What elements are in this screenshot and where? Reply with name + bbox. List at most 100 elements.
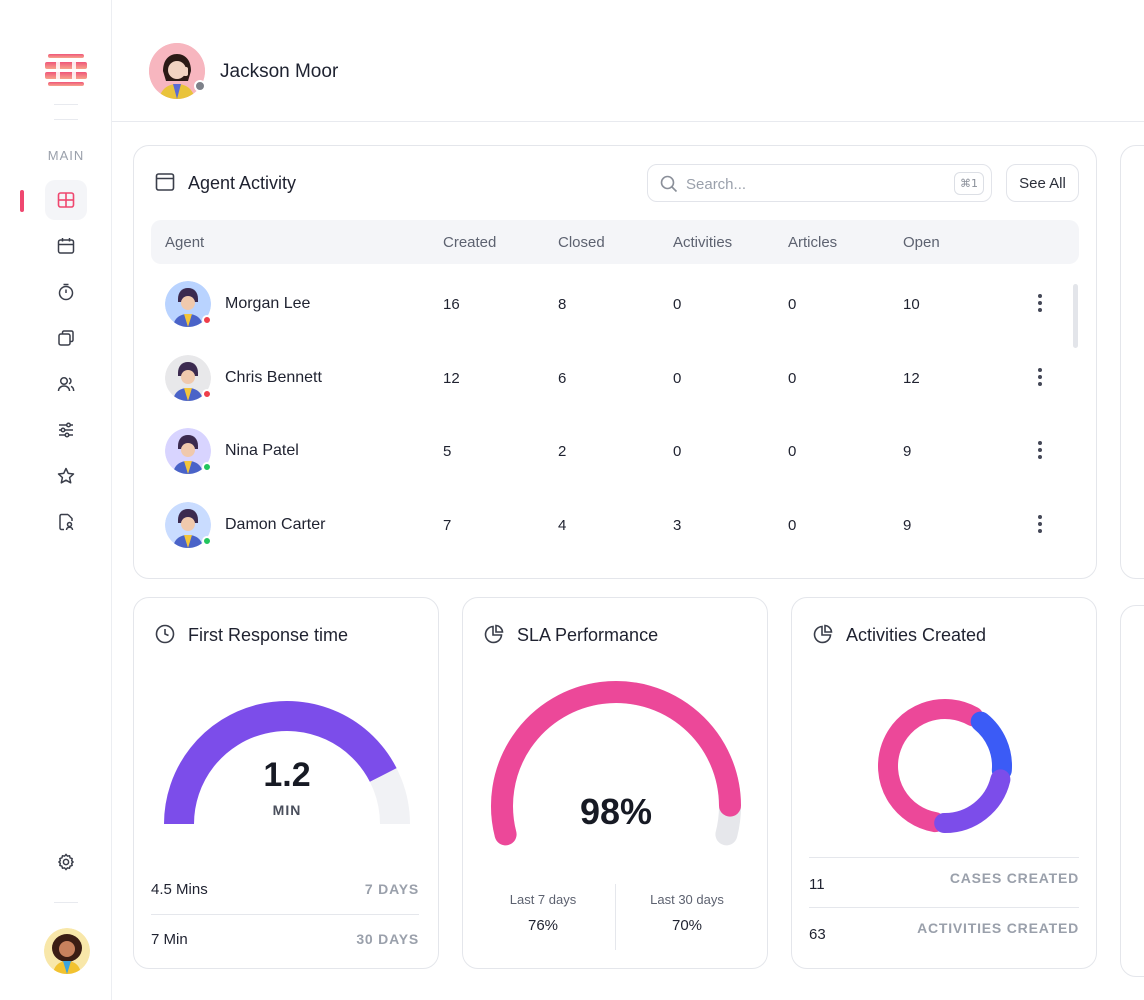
sidebar-item-files[interactable]	[45, 318, 87, 358]
sidebar-item-users[interactable]	[45, 364, 87, 404]
dashboard-icon	[57, 192, 75, 208]
sla-percentage: 70%	[671, 917, 703, 934]
table-header: Agent Created Closed Activities Articles…	[151, 220, 1079, 264]
user-avatar[interactable]	[149, 43, 205, 99]
see-all-button[interactable]: See All	[1006, 164, 1079, 202]
table-row[interactable]: Nina Patel 5 2 0 0 9	[151, 415, 1079, 487]
files-icon	[58, 330, 74, 346]
sidebar-item-filters[interactable]	[45, 410, 87, 450]
column-header-closed[interactable]: Closed	[558, 234, 605, 251]
cell-open: 10	[903, 296, 920, 313]
donut-segment-activities	[970, 711, 1012, 781]
presence-dot	[202, 388, 212, 399]
agent-activity-card: Agent Activity ⌘1 See All Agent Created …	[133, 145, 1097, 579]
divider	[809, 857, 1079, 858]
calendar-icon	[57, 238, 75, 254]
stat-row-30-days: 7 Min 30 DAYS	[151, 913, 419, 963]
sidebar-item-dashboard[interactable]	[45, 180, 87, 220]
search-shortcut-hint: ⌘1	[954, 172, 984, 195]
sla-last-30-days: Last 30 days 70%	[612, 892, 762, 934]
row-more-button[interactable]	[1033, 511, 1047, 537]
cell-closed: 6	[558, 369, 567, 387]
cell-created: 5	[443, 443, 452, 460]
table-row[interactable]: Damon Carter 7 4 3 0 9	[151, 489, 1079, 561]
card-title: Activities Created	[846, 625, 987, 645]
row-more-button[interactable]	[1033, 364, 1047, 390]
stat-value: 63	[809, 926, 826, 943]
column-header-open[interactable]: Open	[903, 234, 940, 251]
column-header-agent[interactable]: Agent	[165, 234, 205, 251]
column-header-articles[interactable]: Articles	[788, 234, 838, 251]
active-nav-indicator	[20, 190, 24, 212]
divider	[615, 884, 616, 950]
gauge-fill	[491, 681, 741, 846]
sla-caption: Last 30 days	[650, 892, 724, 907]
document-user-icon	[59, 513, 74, 531]
timer-icon	[58, 283, 74, 301]
sla-gauge	[491, 681, 741, 846]
stat-row-activities: 63 ACTIVITIES CREATED	[809, 908, 1079, 958]
app-logo[interactable]	[44, 52, 88, 88]
user-status-dot	[194, 80, 206, 92]
sidebar-divider	[54, 104, 78, 105]
cell-open: 9	[903, 443, 912, 460]
column-header-activities[interactable]: Activities	[673, 234, 733, 251]
sidebar-item-favorites[interactable]	[45, 456, 87, 496]
cell-activities: 0	[673, 443, 682, 460]
search-input[interactable]	[686, 171, 936, 197]
users-icon	[57, 376, 75, 392]
cell-articles: 0	[788, 443, 797, 460]
row-more-button[interactable]	[1033, 437, 1047, 463]
stat-label: ACTIVITIES CREATED	[917, 920, 1079, 936]
cell-activities: 0	[673, 369, 682, 387]
sidebar-item-documents[interactable]	[45, 502, 87, 542]
sidebar-section-label: MAIN	[47, 148, 85, 163]
sla-caption: Last 7 days	[509, 892, 577, 907]
sla-last-7-days: Last 7 days 76%	[468, 892, 618, 934]
cell-created: 16	[443, 296, 460, 313]
stat-row-7-days: 4.5 Mins 7 DAYS	[151, 863, 419, 913]
sidebar-item-timer[interactable]	[45, 272, 87, 312]
table-row[interactable]: Chris Bennett 12 6 0 0 12	[151, 342, 1079, 414]
stat-value: 11	[809, 876, 825, 893]
agent-avatar	[165, 428, 211, 474]
gauge-unit: MIN	[272, 802, 302, 818]
table-scrollbar[interactable]	[1073, 284, 1078, 348]
sidebar-item-calendar[interactable]	[45, 226, 87, 266]
row-more-button[interactable]	[1033, 290, 1047, 316]
sidebar-item-settings[interactable]	[45, 842, 87, 882]
gauge-value: 1.2	[263, 756, 311, 794]
card-title: SLA Performance	[517, 625, 659, 645]
pie-chart-icon	[813, 624, 833, 644]
stat-label: 7 DAYS	[364, 881, 419, 897]
divider	[809, 907, 1079, 908]
agent-avatar	[165, 281, 211, 327]
donut-segment-cases	[878, 699, 984, 833]
cell-closed: 8	[558, 296, 567, 313]
side-card-partial	[1120, 145, 1144, 579]
stat-label: CASES CREATED	[949, 870, 1079, 886]
stat-row-cases: 11 CASES CREATED	[809, 858, 1079, 908]
presence-dot	[202, 535, 212, 546]
pie-chart-icon	[484, 624, 504, 644]
cell-open: 9	[903, 516, 912, 534]
search-box[interactable]: ⌘1	[647, 164, 992, 202]
more-vertical-icon	[1038, 367, 1042, 372]
stat-value: 7 Min	[151, 931, 188, 948]
search-icon	[660, 175, 678, 193]
agent-avatar	[165, 501, 211, 548]
agent-name: Nina Patel	[225, 442, 299, 459]
cell-created: 7	[443, 516, 452, 534]
current-user-avatar[interactable]	[44, 928, 90, 974]
side-card-partial	[1120, 605, 1144, 977]
cell-created: 12	[443, 369, 460, 387]
top-header: Jackson Moor	[112, 0, 1144, 122]
more-vertical-icon	[1038, 514, 1042, 519]
agent-avatar	[165, 354, 211, 401]
sidebar-divider	[54, 119, 78, 120]
more-vertical-icon	[1038, 294, 1042, 298]
agent-name: Morgan Lee	[225, 295, 311, 312]
cell-closed: 2	[558, 443, 567, 460]
table-row[interactable]: Morgan Lee 16 8 0 0 10	[151, 268, 1079, 340]
column-header-created[interactable]: Created	[443, 234, 497, 251]
